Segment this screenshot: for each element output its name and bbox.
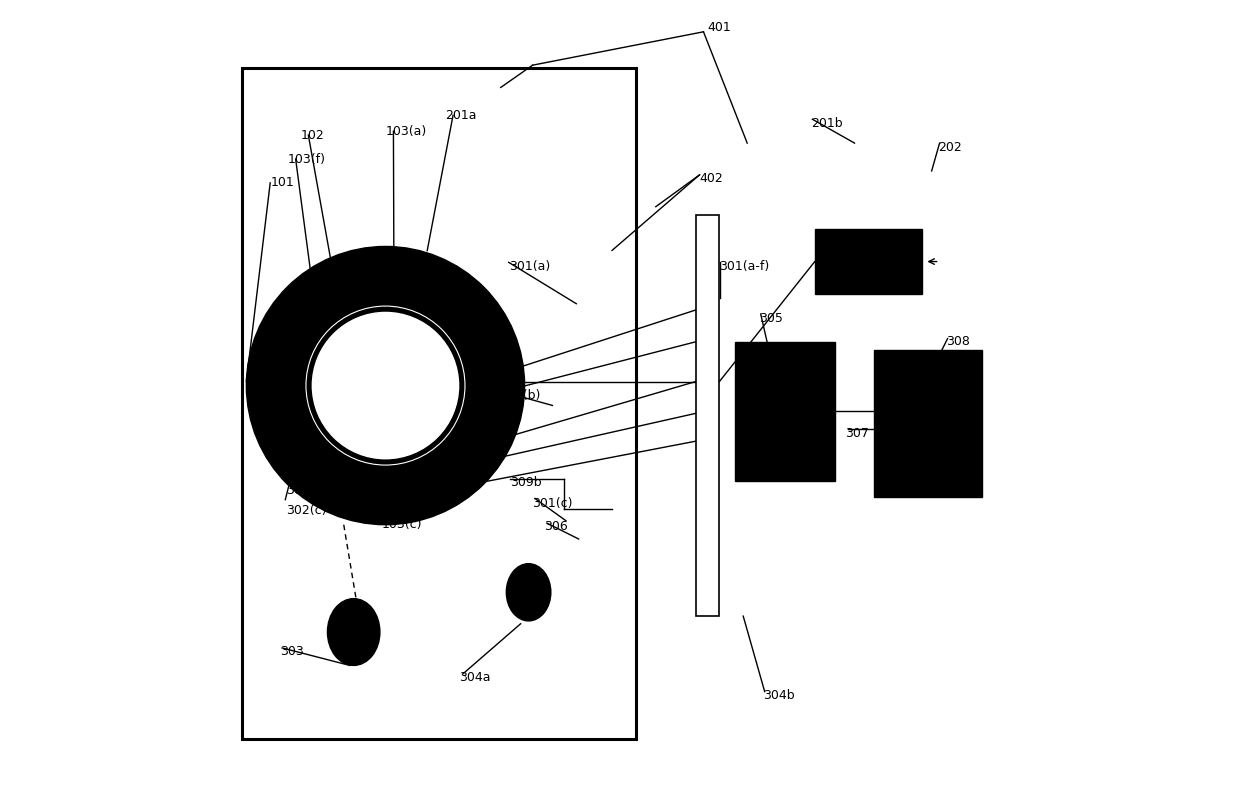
- Circle shape: [312, 312, 459, 459]
- Text: 304a: 304a: [459, 671, 491, 684]
- Ellipse shape: [327, 599, 379, 665]
- Text: 101: 101: [270, 176, 294, 189]
- Text: 302(b): 302(b): [286, 484, 327, 497]
- Bar: [735, 342, 835, 481]
- Bar: [696, 215, 719, 616]
- Text: 201b: 201b: [811, 117, 842, 130]
- Text: 301(a-f): 301(a-f): [718, 260, 769, 273]
- Text: 103(d): 103(d): [286, 444, 327, 457]
- Text: 302(a): 302(a): [286, 464, 327, 477]
- Text: 305: 305: [759, 312, 782, 324]
- Text: 102: 102: [300, 129, 324, 142]
- Text: 401: 401: [708, 21, 732, 34]
- Text: 301(a): 301(a): [508, 260, 551, 273]
- Text: 309b: 309b: [511, 476, 542, 489]
- Text: 202: 202: [937, 141, 962, 153]
- Text: 306: 306: [544, 520, 568, 533]
- Text: 201a: 201a: [445, 109, 476, 122]
- Text: 103(b): 103(b): [475, 345, 517, 358]
- Bar: [815, 229, 923, 294]
- Text: 303: 303: [280, 646, 304, 658]
- Text: 103(a): 103(a): [386, 125, 427, 138]
- Text: 301(c): 301(c): [532, 497, 573, 510]
- Text: 304b: 304b: [763, 689, 795, 702]
- Text: 301(b): 301(b): [500, 389, 541, 401]
- Bar: [242, 68, 636, 739]
- Text: 302(c): 302(c): [286, 504, 326, 517]
- Text: 103(f): 103(f): [288, 153, 326, 165]
- Bar: [874, 350, 982, 497]
- Circle shape: [247, 246, 525, 525]
- Ellipse shape: [506, 564, 551, 621]
- Text: 308: 308: [946, 335, 970, 348]
- Text: 103(e): 103(e): [253, 343, 294, 356]
- Text: 307: 307: [844, 427, 869, 440]
- Text: 103(c): 103(c): [382, 518, 422, 531]
- Text: 402: 402: [699, 173, 723, 185]
